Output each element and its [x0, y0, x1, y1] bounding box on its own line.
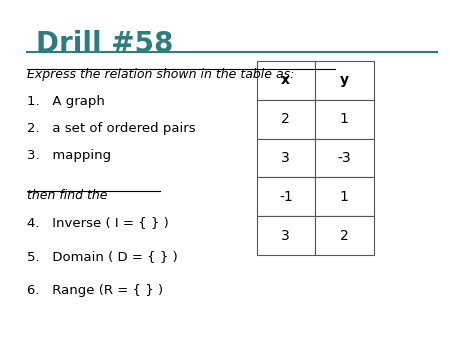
Text: 1: 1 — [340, 112, 349, 126]
Text: 2: 2 — [340, 229, 349, 243]
Text: 5.   Domain ( D = { } ): 5. Domain ( D = { } ) — [27, 250, 178, 263]
Bar — [315, 100, 374, 139]
Text: 3: 3 — [281, 151, 290, 165]
Text: Drill #58: Drill #58 — [36, 30, 173, 58]
Text: x: x — [281, 73, 290, 87]
Text: 3.   mapping: 3. mapping — [27, 149, 111, 162]
Bar — [256, 139, 315, 177]
Text: Express the relation shown in the table as:: Express the relation shown in the table … — [27, 68, 294, 80]
Bar — [256, 100, 315, 139]
Bar — [315, 61, 374, 100]
Text: 1.   A graph: 1. A graph — [27, 95, 105, 107]
Text: 3: 3 — [281, 229, 290, 243]
Bar — [256, 177, 315, 216]
Text: 6.   Range (R = { } ): 6. Range (R = { } ) — [27, 284, 163, 297]
Bar — [256, 216, 315, 255]
Text: 2.   a set of ordered pairs: 2. a set of ordered pairs — [27, 122, 196, 135]
Text: 4.   Inverse ( I = { } ): 4. Inverse ( I = { } ) — [27, 216, 169, 229]
Bar — [315, 216, 374, 255]
Bar — [315, 177, 374, 216]
Text: -3: -3 — [338, 151, 351, 165]
Bar — [315, 139, 374, 177]
Text: y: y — [340, 73, 349, 87]
Text: -1: -1 — [279, 190, 292, 204]
Text: then find the: then find the — [27, 189, 108, 202]
Text: 1: 1 — [340, 190, 349, 204]
Bar — [256, 61, 315, 100]
Text: 2: 2 — [281, 112, 290, 126]
